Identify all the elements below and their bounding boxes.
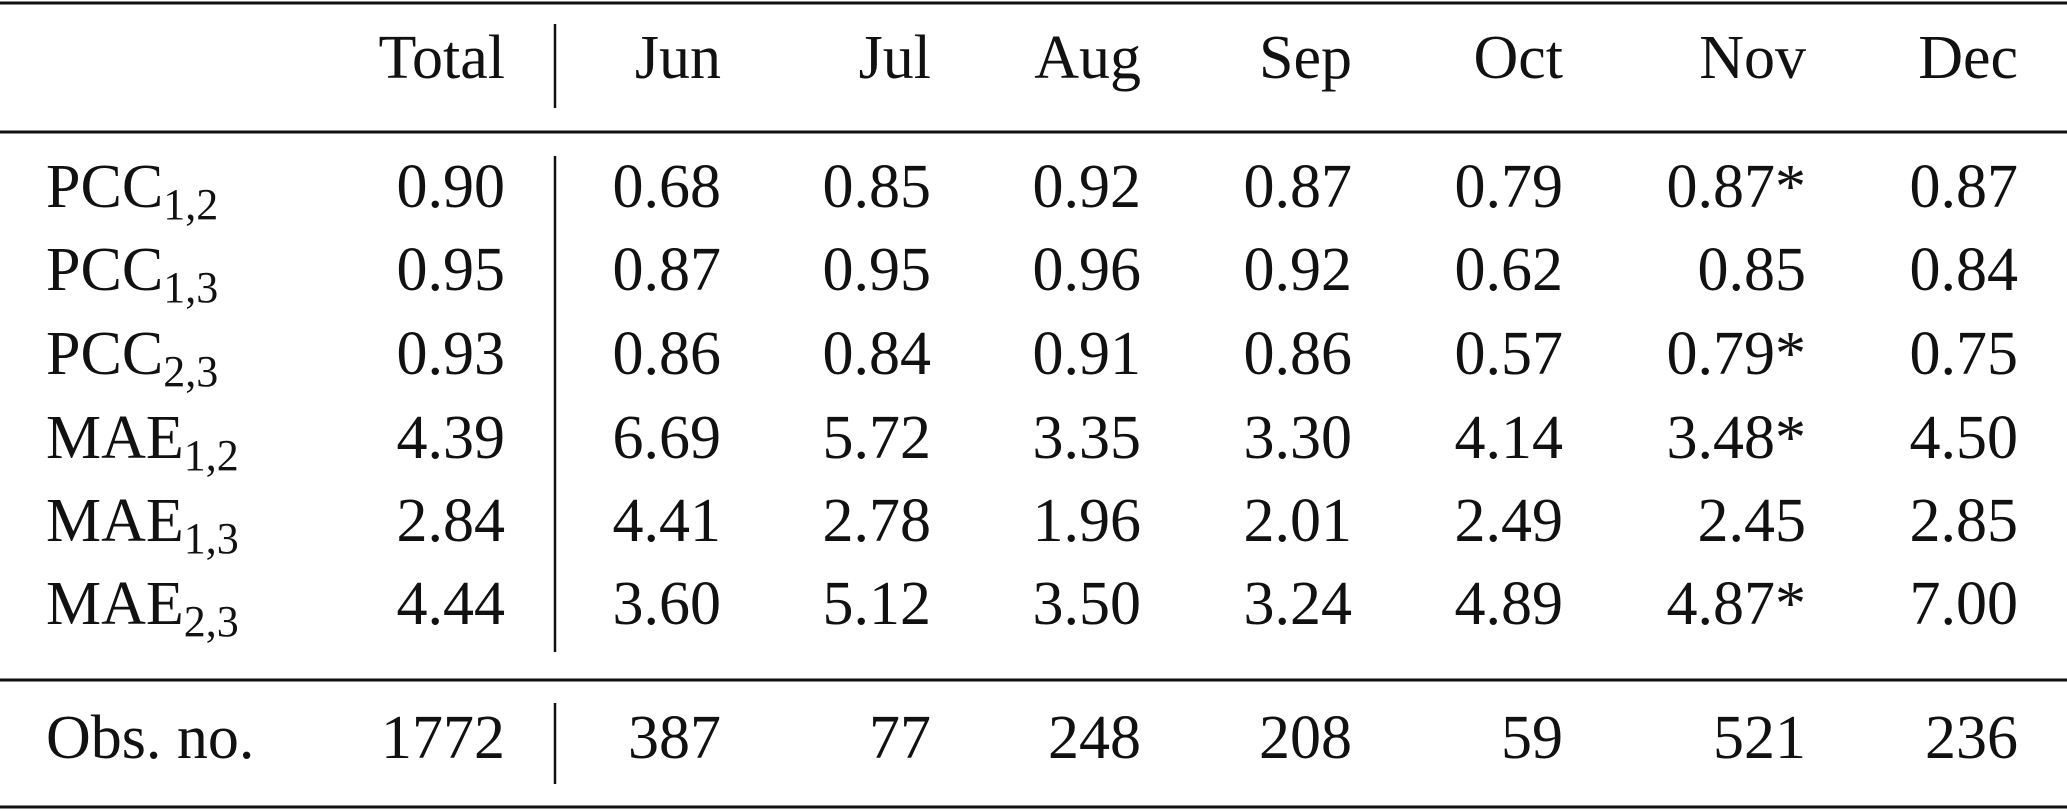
cell: 0.87* xyxy=(1667,153,1807,221)
row-label-subscript: 1,3 xyxy=(184,514,239,563)
cell: 4.50 xyxy=(1910,404,2019,472)
column-header: Total xyxy=(378,24,505,92)
cell: 5.72 xyxy=(823,404,932,472)
cell: 521 xyxy=(1713,704,1806,772)
row-label: MAE1,3 xyxy=(46,487,239,563)
column-header: Aug xyxy=(1034,24,1141,92)
cell: 0.93 xyxy=(397,320,506,388)
cell: 0.62 xyxy=(1455,236,1564,304)
cell: 0.75 xyxy=(1910,320,2019,388)
cell: 3.50 xyxy=(1033,570,1142,638)
row-label-subscript: 1,2 xyxy=(163,180,218,229)
column-header: Dec xyxy=(1918,24,2018,92)
cell: 0.87 xyxy=(1910,153,2019,221)
cell: 387 xyxy=(628,704,721,772)
cell: 2.49 xyxy=(1455,487,1564,555)
column-header: Jul xyxy=(859,24,931,92)
cell: 0.87 xyxy=(613,236,722,304)
cell: 2.84 xyxy=(397,487,506,555)
cell: 0.90 xyxy=(397,153,506,221)
row-label: MAE1,2 xyxy=(46,404,239,480)
cell: 0.87 xyxy=(1244,153,1353,221)
row-label-subscript: 1,2 xyxy=(184,431,239,480)
cell: 4.87* xyxy=(1667,570,1807,638)
column-header: Sep xyxy=(1259,24,1352,92)
cell: 0.95 xyxy=(397,236,506,304)
cell: 2.01 xyxy=(1244,487,1353,555)
row-label-name: MAE xyxy=(46,570,184,638)
column-header: Jun xyxy=(635,24,721,92)
cell: 208 xyxy=(1259,704,1352,772)
cell: 4.39 xyxy=(397,404,506,472)
cell: 0.68 xyxy=(613,153,722,221)
row-label-subscript: 1,3 xyxy=(163,263,218,312)
cell: 0.91 xyxy=(1033,320,1142,388)
cell: 3.48* xyxy=(1667,404,1807,472)
cell: 4.44 xyxy=(397,570,506,638)
cell: 248 xyxy=(1048,704,1141,772)
cell: 3.24 xyxy=(1244,570,1353,638)
row-label-subscript: 2,3 xyxy=(163,347,218,396)
cell: 0.79 xyxy=(1455,153,1564,221)
row-label: PCC2,3 xyxy=(46,320,218,396)
column-header: Oct xyxy=(1473,24,1563,92)
cell: 0.84 xyxy=(1910,236,2019,304)
row-label: PCC1,3 xyxy=(46,236,218,312)
cell: 2.85 xyxy=(1910,487,2019,555)
cell: 1.96 xyxy=(1033,487,1142,555)
cell: 4.41 xyxy=(613,487,722,555)
row-label: MAE2,3 xyxy=(46,570,239,646)
cell: 4.89 xyxy=(1455,570,1564,638)
row-label: PCC1,2 xyxy=(46,153,218,229)
cell: 0.92 xyxy=(1033,153,1142,221)
cell: 3.35 xyxy=(1033,404,1142,472)
row-label-name: MAE xyxy=(46,404,184,472)
cell: 77 xyxy=(869,704,931,772)
cell: 0.57 xyxy=(1455,320,1564,388)
cell: 0.86 xyxy=(1244,320,1353,388)
row-label-subscript: 2,3 xyxy=(184,597,239,646)
row-label: Obs. no. xyxy=(46,704,254,772)
cell: 1772 xyxy=(381,704,505,772)
cell: 0.96 xyxy=(1033,236,1142,304)
cell: 236 xyxy=(1925,704,2018,772)
cell: 0.79* xyxy=(1667,320,1807,388)
cell: 0.85 xyxy=(1698,236,1807,304)
cell: 59 xyxy=(1501,704,1563,772)
cell: 5.12 xyxy=(823,570,932,638)
cell: 0.92 xyxy=(1244,236,1353,304)
cell: 0.86 xyxy=(613,320,722,388)
column-header: Nov xyxy=(1699,24,1806,92)
cell: 2.45 xyxy=(1698,487,1807,555)
row-label-name: MAE xyxy=(46,487,184,555)
cell: 3.60 xyxy=(613,570,722,638)
cell: 2.78 xyxy=(823,487,932,555)
cell: 0.84 xyxy=(823,320,932,388)
row-label-name: PCC xyxy=(46,236,163,304)
cell: 4.14 xyxy=(1455,404,1564,472)
cell: 6.69 xyxy=(613,404,722,472)
cell: 0.95 xyxy=(823,236,932,304)
row-label-name: PCC xyxy=(46,320,163,388)
cell: 7.00 xyxy=(1910,570,2019,638)
cell: 3.30 xyxy=(1244,404,1353,472)
cell: 0.85 xyxy=(823,153,932,221)
row-label-name: PCC xyxy=(46,153,163,221)
